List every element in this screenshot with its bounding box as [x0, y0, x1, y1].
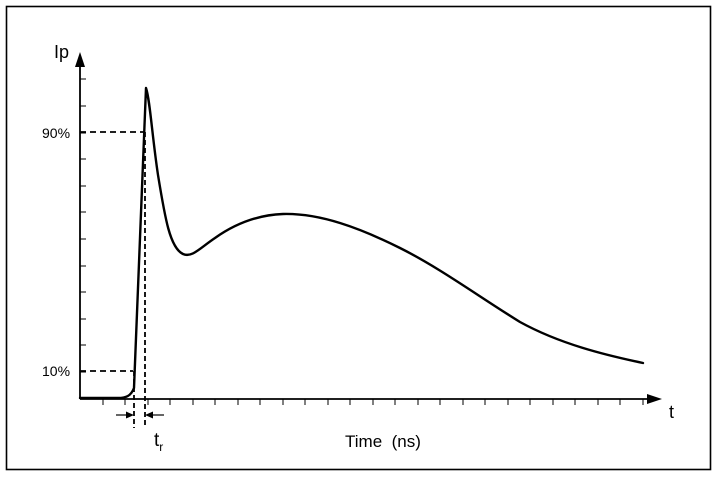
rise-time-label-subscript: r [159, 440, 163, 454]
x-axis-arrowhead [647, 394, 662, 404]
level-90-label: 90% [42, 125, 70, 141]
x-axis-ticks [102, 399, 644, 405]
outer-frame [5, 5, 712, 471]
level-10-label: 10% [42, 363, 70, 379]
x-axis-label: t [669, 402, 674, 422]
rise-time-label: tr [154, 430, 163, 454]
y-axis-label: Ip [54, 42, 69, 62]
y-axis-ticks [80, 78, 86, 373]
rise-time-arrows [116, 411, 164, 419]
x-caption: Time (ns) [345, 432, 421, 451]
rise-time-label-base: t [154, 430, 160, 451]
y-axis-arrowhead [75, 52, 85, 67]
pulse-waveform [78, 86, 645, 400]
